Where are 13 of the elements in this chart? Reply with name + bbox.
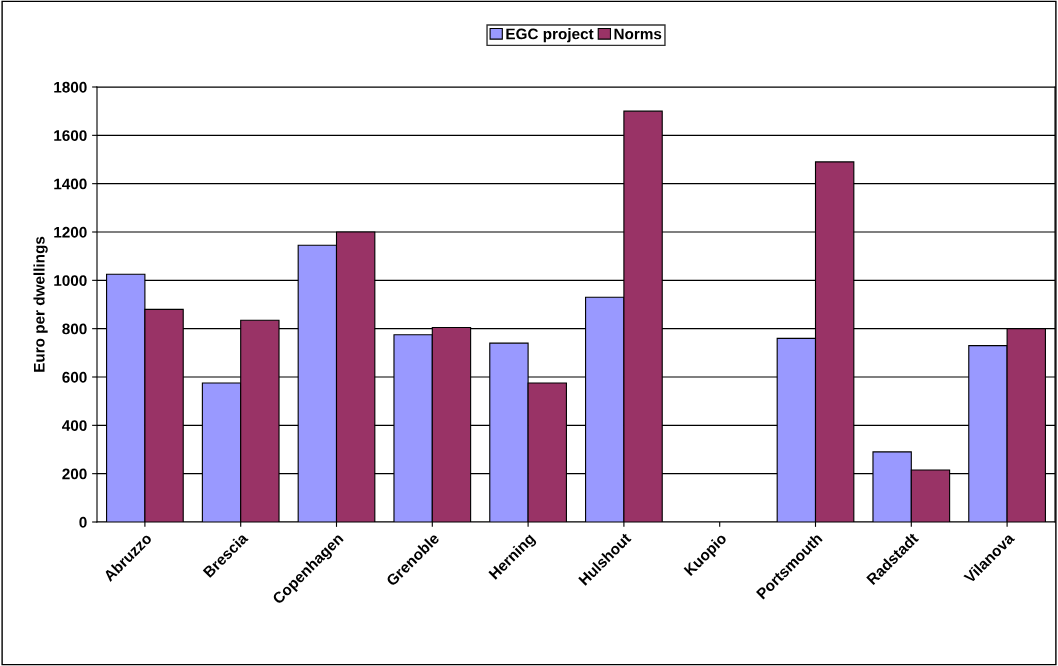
y-tick-label: 1400 — [54, 178, 87, 190]
y-tick-label: 400 — [62, 420, 87, 432]
y-tick-label: 600 — [62, 371, 87, 383]
y-axis-title: Euro per dwellings — [33, 236, 48, 372]
y-tick-label: 200 — [62, 468, 87, 480]
legend-label: Norms — [614, 28, 662, 40]
y-tick-label: 1200 — [54, 226, 87, 238]
y-tick-label: 0 — [79, 516, 87, 528]
y-tick-label: 1000 — [54, 275, 87, 287]
y-tick-label: 1600 — [54, 130, 87, 142]
y-tick-label: 800 — [62, 323, 87, 335]
legend-label: EGC project — [506, 28, 594, 43]
y-tick-label: 1800 — [54, 81, 87, 93]
